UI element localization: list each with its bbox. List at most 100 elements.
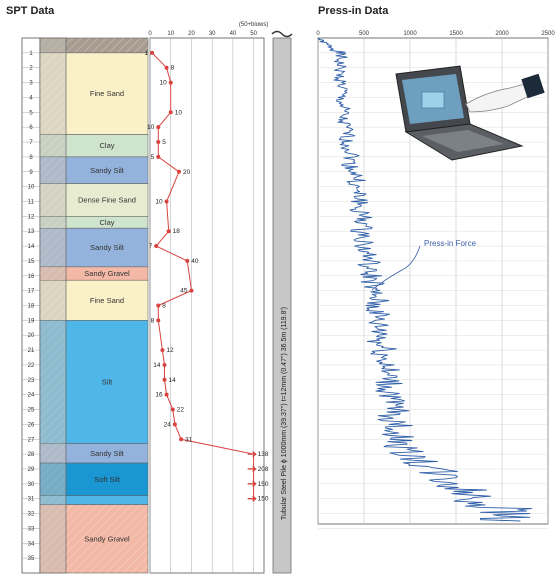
spt-point-label: 138 xyxy=(258,451,269,458)
spt-point xyxy=(162,377,167,382)
depth-tick-label: 12 xyxy=(28,214,35,220)
spt-point-label: 20 xyxy=(183,169,191,176)
depth-tick-label: 34 xyxy=(28,541,35,547)
soil-layer xyxy=(65,227,149,268)
soil-layer-label: Sandy Silt xyxy=(90,243,125,252)
hatch-pattern xyxy=(40,38,66,573)
soil-layer-strip xyxy=(39,266,67,281)
spt-point-label: 10 xyxy=(175,109,183,116)
spt-point xyxy=(170,407,175,412)
soil-layer-strip xyxy=(39,280,67,321)
spt-point xyxy=(164,199,169,204)
spt-x-tick-label: 30 xyxy=(209,31,216,37)
soil-layer xyxy=(65,183,149,217)
soil-layer-strip xyxy=(39,320,67,444)
soil-layer-pattern xyxy=(66,504,148,573)
press-x-tick-label: 0 xyxy=(316,31,320,37)
press-in-title: Press-in Data xyxy=(318,5,389,17)
spt-point-label: 208 xyxy=(258,466,269,473)
soil-layer-label: Clay xyxy=(99,141,114,150)
spt-point xyxy=(172,422,177,427)
spt-point-label: 45 xyxy=(180,288,188,295)
depth-tick-label: 6 xyxy=(29,125,33,131)
spt-point-label: 10 xyxy=(159,80,167,87)
depth-tick-label: 3 xyxy=(29,81,33,87)
soil-layer-strip xyxy=(39,228,67,268)
depth-tick-label: 19 xyxy=(28,318,35,324)
spt-point xyxy=(185,258,190,263)
soil-layer-label: Dense Fine Sand xyxy=(78,195,136,204)
spt-point-label: 40 xyxy=(191,258,199,265)
depth-tick-label: 4 xyxy=(29,95,33,101)
soil-layer-pattern xyxy=(66,38,148,53)
press-x-tick-label: 2000 xyxy=(495,31,509,37)
depth-tick-label: 28 xyxy=(28,452,35,458)
spt-point-label: 7 xyxy=(149,243,153,250)
spt-point-label: 24 xyxy=(164,421,172,428)
spt-point xyxy=(156,140,161,145)
soil-layer-strip xyxy=(39,134,67,158)
depth-tick-label: 15 xyxy=(28,259,35,265)
soil-layer-strip xyxy=(39,504,67,574)
spt-plot-area xyxy=(149,37,265,574)
depth-tick-label: 13 xyxy=(28,229,35,235)
depth-tick-label: 23 xyxy=(28,378,35,384)
spt-x-tick-label: 10 xyxy=(167,31,174,37)
spt-point-arrow xyxy=(247,495,257,502)
spt-x-tick-label: 0 xyxy=(148,31,152,37)
depth-tick-label: 26 xyxy=(28,422,35,428)
soil-layer-label: Sandy Gravel xyxy=(84,534,130,543)
spt-point-label: 8 xyxy=(162,303,166,310)
spt-title: SPT Data xyxy=(6,5,55,17)
soil-layer-strip xyxy=(39,156,67,184)
depth-tick-label: 24 xyxy=(28,393,35,399)
depth-tick-label: 30 xyxy=(28,482,35,488)
press-x-tick-label: 1500 xyxy=(449,31,463,37)
laptop-illustration xyxy=(395,65,545,161)
depth-tick-label: 35 xyxy=(28,556,35,562)
soil-layer-label: Sandy Gravel xyxy=(84,269,130,278)
spt-point-label: 14 xyxy=(169,377,177,384)
soil-layer xyxy=(65,495,149,505)
spt-point xyxy=(164,65,169,70)
spt-point xyxy=(179,437,184,442)
soil-layer-label: Silt xyxy=(102,378,113,387)
soil-layer xyxy=(65,279,149,321)
soil-layer xyxy=(65,156,149,184)
spt-point xyxy=(162,362,167,367)
spt-point-label: 10 xyxy=(147,124,155,131)
spt-x-tick-label: 20 xyxy=(188,31,195,37)
soil-layer-label: Clay xyxy=(99,218,114,227)
spt-point xyxy=(177,169,182,174)
spt-x-tick-label: 40 xyxy=(230,31,237,37)
soil-layer-label: Fine Sand xyxy=(90,296,124,305)
spt-point xyxy=(156,318,161,323)
soil-layer-label: Sandy Silt xyxy=(90,166,125,175)
soil-layer xyxy=(65,320,149,445)
soil-layer-strip xyxy=(39,52,67,135)
soil-layer-strip xyxy=(39,495,67,505)
spt-point xyxy=(166,229,171,234)
spt-point xyxy=(150,50,155,55)
spt-point-label: 5 xyxy=(151,154,155,161)
spt-point-arrow xyxy=(247,465,257,473)
soil-layer-strip xyxy=(39,37,67,54)
spt-x-tick-label: 50 xyxy=(250,31,257,37)
depth-tick-label: 17 xyxy=(28,289,35,295)
press-in-force-trace xyxy=(317,37,533,522)
spt-point-label: 18 xyxy=(173,228,181,235)
depth-tick-label: 29 xyxy=(28,467,35,473)
spt-point-arrow xyxy=(247,451,257,458)
depth-tick-label: 22 xyxy=(28,363,35,369)
spt-point-arrow xyxy=(247,480,257,487)
depth-tick-label: 32 xyxy=(28,512,35,518)
spt-point-label: 150 xyxy=(258,481,269,488)
spt-top-note: (50+blows) xyxy=(239,22,269,28)
soil-layer-label: Fine Sand xyxy=(90,89,124,98)
press-x-tick-label: 500 xyxy=(359,31,370,37)
soil-layer xyxy=(65,52,149,135)
depth-tick-label: 11 xyxy=(28,199,35,205)
soil-layer-label: Sandy Silt xyxy=(90,449,125,458)
spt-point-label: 16 xyxy=(155,392,163,399)
